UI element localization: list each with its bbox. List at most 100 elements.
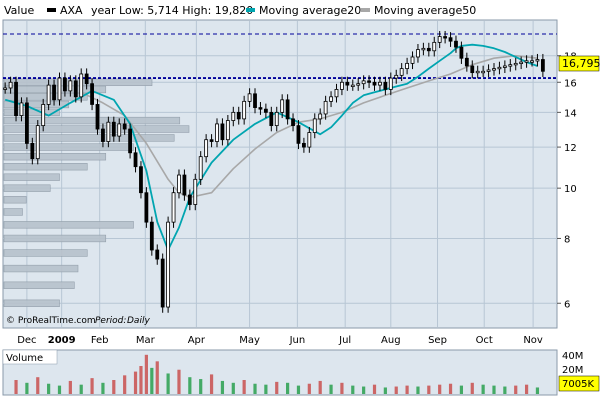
profile-bar-7.5: [3, 249, 88, 257]
price-candle-15: [84, 73, 89, 85]
price-candle-68: [372, 81, 377, 86]
volume-bar-27: [286, 382, 290, 394]
volume-bar-35: [372, 384, 377, 394]
price-candle-89: [486, 69, 491, 72]
price-candle-86: [470, 65, 475, 74]
volume-bar-36: [383, 387, 387, 394]
price-candle-90: [492, 68, 496, 71]
price-candle-58: [318, 113, 323, 120]
price-candle-59: [323, 100, 328, 115]
volume-axis-max: 40M: [562, 351, 583, 362]
profile-bar-8: [3, 234, 107, 243]
price-candle-42: [231, 111, 236, 121]
price-candle-40: [220, 123, 225, 141]
price-candle-81: [443, 36, 448, 39]
volume-title-box: [2, 349, 58, 365]
price-candle-17: [95, 104, 100, 130]
price-candle-11: [63, 77, 67, 92]
volume-bar-40: [427, 385, 431, 394]
price-candle-26: [144, 192, 149, 223]
profile-bar-10.5: [3, 173, 60, 181]
price-candle-55: [301, 142, 306, 148]
volume-bar-33: [351, 385, 355, 394]
price-candle-36: [198, 156, 203, 180]
profile-bar-12.5: [3, 134, 175, 142]
x-tick-label-Jun: Jun: [289, 335, 306, 346]
volume-bar-15: [155, 361, 159, 394]
price-candle-13: [73, 80, 78, 98]
price-candle-24: [133, 152, 138, 168]
price-candle-47: [258, 107, 263, 110]
x-tick-label-Dec: Dec: [17, 335, 36, 346]
price-candle-49: [269, 111, 274, 127]
price-candle-35: [193, 178, 198, 205]
volume-bar-30: [318, 380, 322, 394]
volume-bar-16: [166, 373, 170, 394]
price-candle-34: [187, 194, 192, 205]
price-candle-50: [274, 111, 279, 127]
last-price-label: 16,795: [562, 57, 600, 70]
ma20-legend-label: Moving average20: [259, 4, 361, 17]
copyright-text: © ProRealTime.com: [6, 316, 96, 326]
volume-bar-20: [209, 374, 214, 394]
x-tick-label-2009: 2009: [48, 335, 76, 346]
volume-label: Volume: [6, 353, 43, 364]
price-candle-54: [296, 125, 301, 144]
x-tick-label-Feb: Feb: [91, 335, 109, 346]
price-candle-98: [535, 59, 540, 62]
profile-bar-16: [3, 78, 153, 86]
profile-bar-6.5: [3, 281, 75, 289]
x-tick-label-Nov: Nov: [523, 335, 543, 346]
price-candle-10: [57, 77, 62, 101]
price-candle-87: [475, 70, 480, 74]
volume-bar-1: [25, 382, 29, 394]
ma20-legend-swatch: [246, 8, 255, 12]
volume-bar-8: [101, 382, 105, 394]
x-tick-label-Apr: Apr: [188, 335, 206, 346]
value-label: Value: [4, 4, 34, 17]
volume-bar-47: [503, 386, 507, 394]
header-bar: [0, 0, 600, 19]
volume-bar-21: [220, 380, 225, 394]
price-candle-7: [41, 104, 46, 127]
ma50-legend-label: Moving average50: [374, 4, 476, 17]
x-tick-label-Oct: Oct: [476, 335, 493, 346]
volume-bar-13: [144, 354, 148, 394]
price-candle-22: [122, 123, 127, 130]
price-candle-56: [307, 132, 312, 148]
price-candle-33: [182, 174, 187, 196]
price-candle-74: [405, 62, 409, 70]
price-candle-64: [350, 84, 355, 88]
price-candle-71: [388, 77, 393, 90]
volume-bar-17: [177, 369, 181, 394]
profile-bar-11: [3, 163, 88, 171]
price-candle-31: [171, 192, 176, 223]
price-candle-72: [394, 74, 399, 79]
profile-bar-10: [3, 184, 51, 192]
price-candle-73: [399, 68, 404, 76]
price-candle-51: [280, 99, 285, 113]
price-candle-12: [68, 80, 73, 92]
volume-bar-11: [133, 371, 138, 394]
volume-bar-41: [438, 384, 442, 394]
y-tick-label-6: 6: [564, 299, 570, 310]
ma20-layer: [4, 43, 538, 251]
price-candle-93: [508, 64, 513, 67]
price-candle-66: [361, 80, 366, 85]
volume-bar-23: [242, 380, 246, 394]
y-tick-label-14: 14: [564, 108, 577, 119]
volume-bar-19: [199, 379, 203, 394]
profile-bar-9: [3, 208, 23, 216]
price-candle-61: [334, 89, 339, 98]
price-candle-28: [155, 249, 160, 260]
volume-bar-34: [362, 386, 366, 394]
y-tick-label-16: 16: [564, 78, 577, 89]
price-candle-79: [432, 41, 437, 52]
price-candle-53: [291, 118, 295, 127]
price-candle-37: [204, 139, 209, 158]
price-candle-41: [225, 120, 230, 141]
price-candle-14: [79, 73, 84, 98]
price-candle-63: [345, 81, 350, 86]
volume-bar-4: [57, 385, 62, 394]
